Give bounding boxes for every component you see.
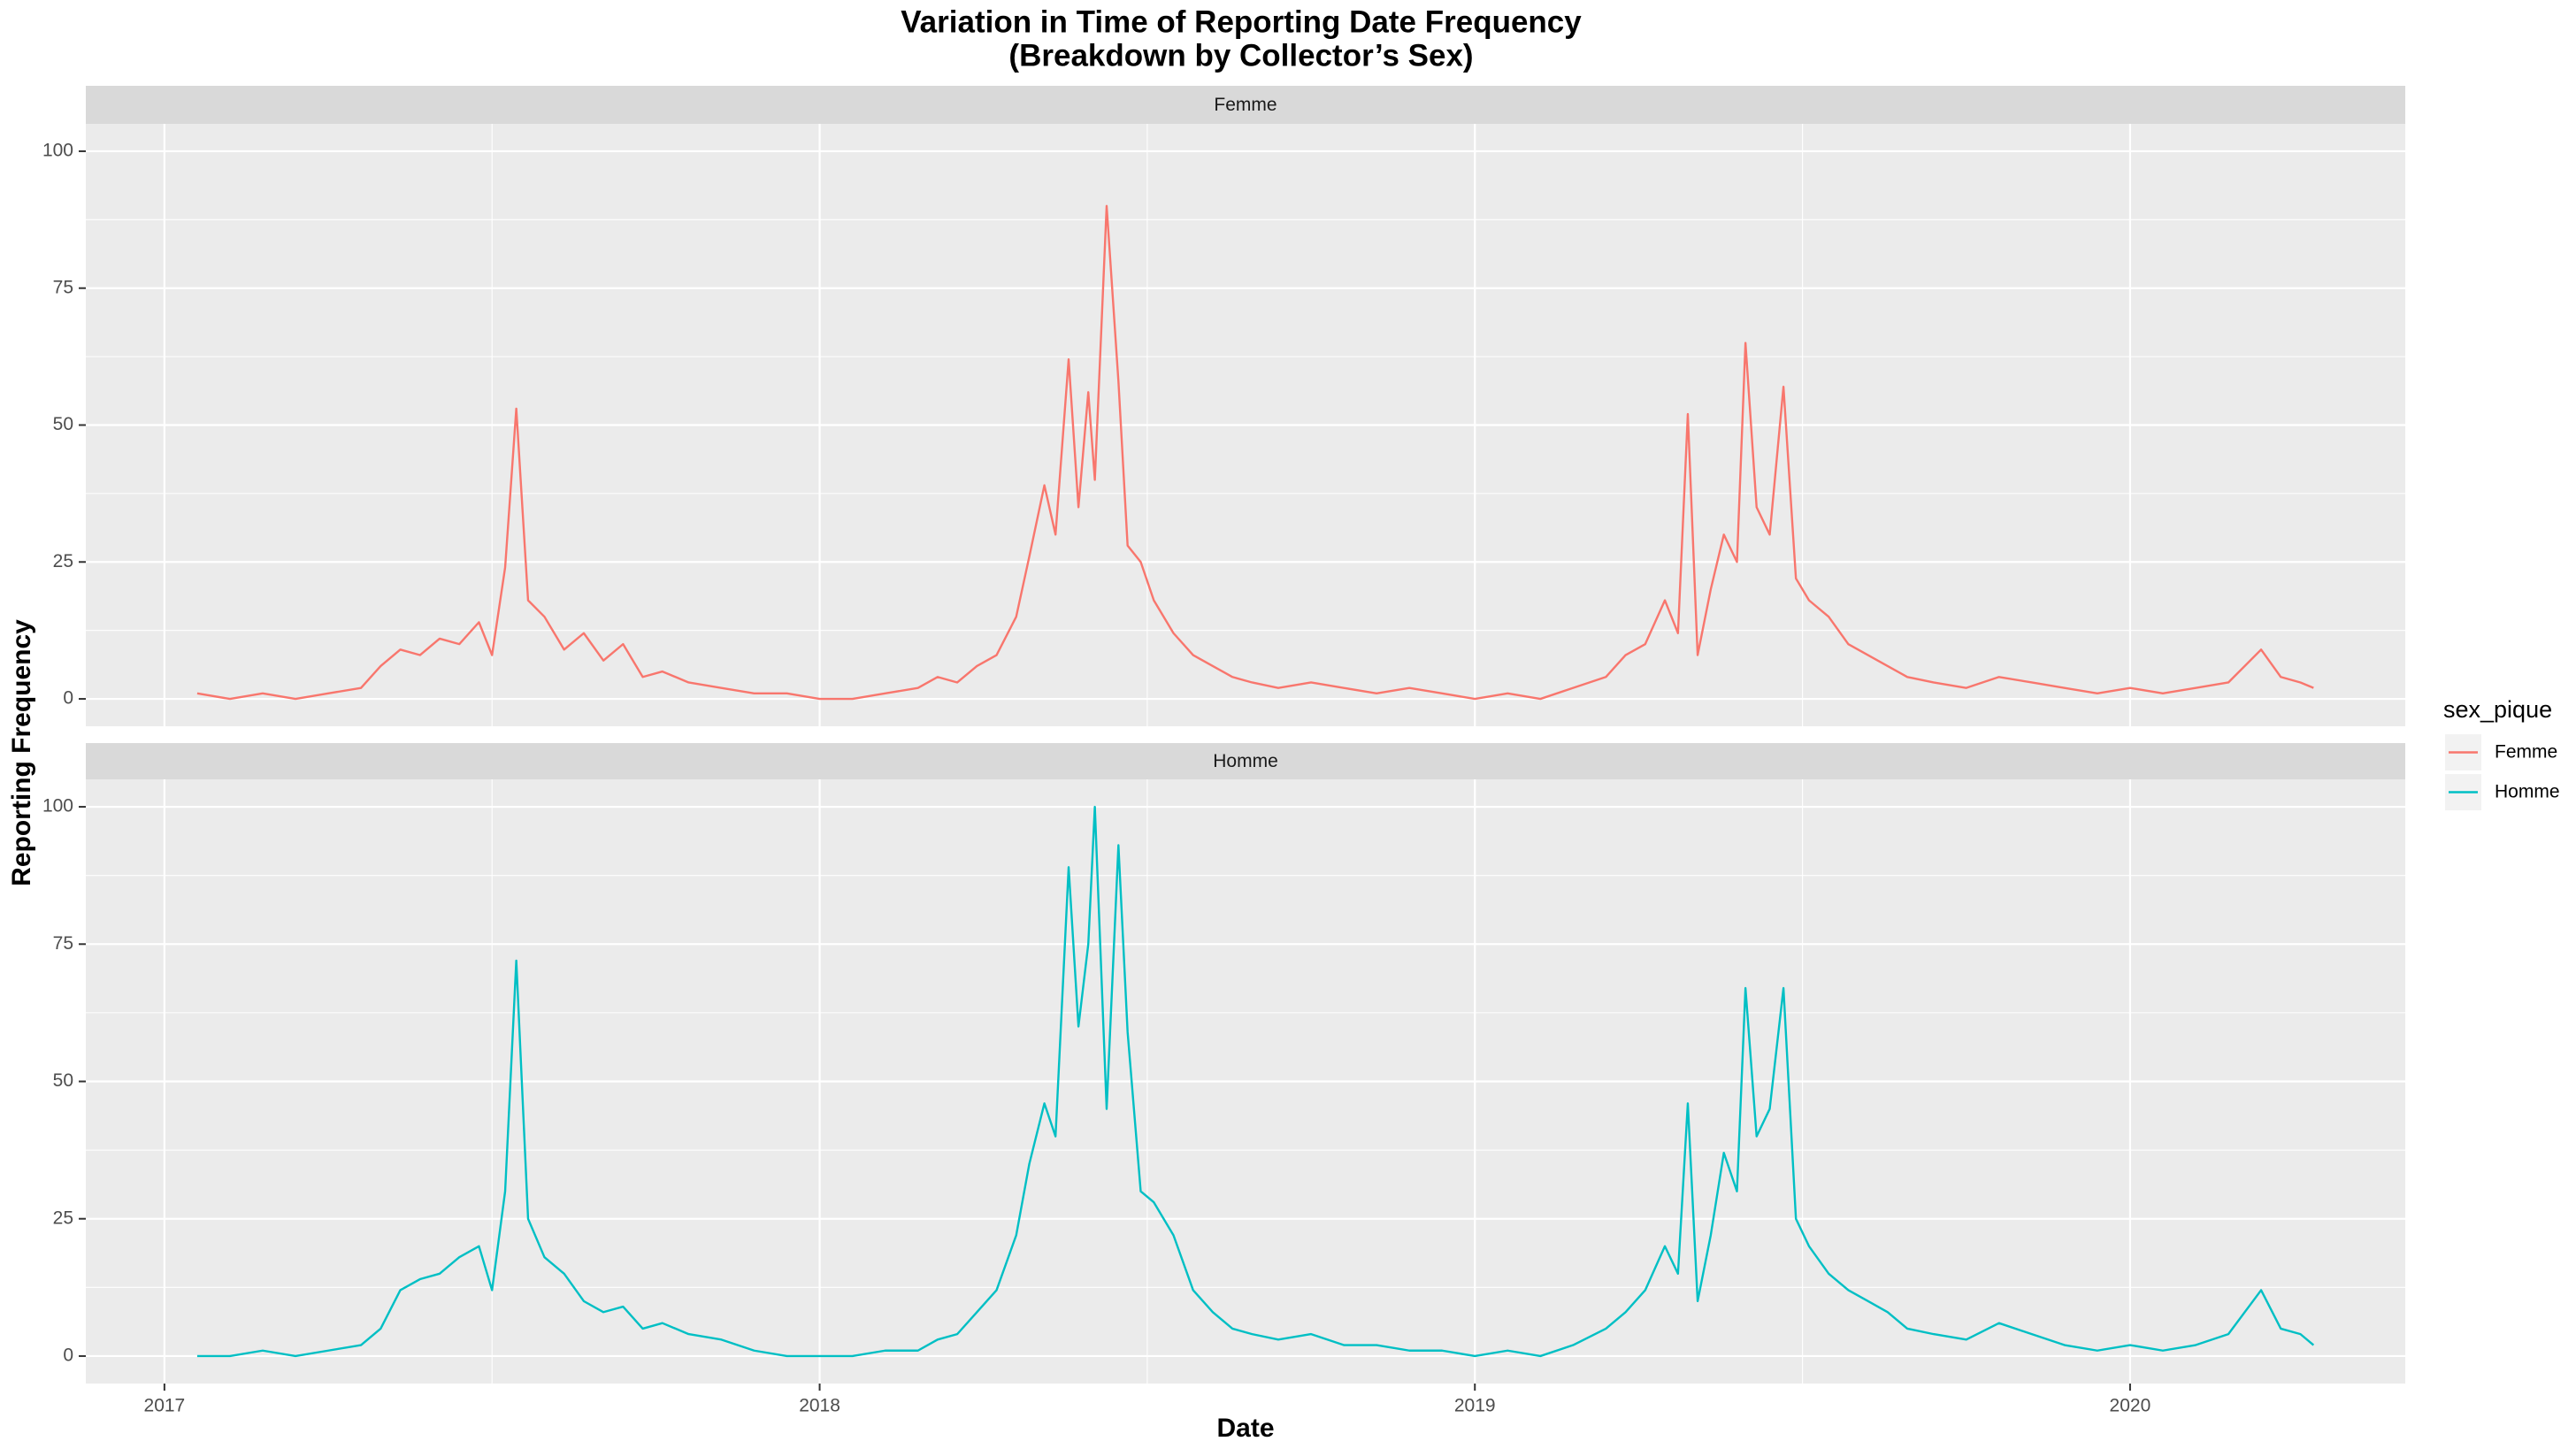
series-line bbox=[196, 204, 2314, 701]
strip-label: Femme bbox=[1214, 95, 1276, 115]
strip bbox=[86, 86, 2405, 124]
y-tick-label: 75 bbox=[53, 277, 73, 297]
series-line bbox=[196, 805, 2315, 1358]
y-tick-label: 0 bbox=[63, 1346, 73, 1366]
strip bbox=[86, 743, 2405, 779]
y-axis-title: Reporting Frequency bbox=[7, 619, 36, 886]
y-tick-label: 50 bbox=[53, 1070, 73, 1091]
chart-subtitle: (Breakdown by Collector’s Sex) bbox=[1008, 38, 1473, 73]
legend-title: sex_pique bbox=[2443, 696, 2552, 723]
x-axis-title: Date bbox=[1216, 1414, 1274, 1443]
x-tick-label: 2017 bbox=[144, 1396, 186, 1416]
y-tick-label: 100 bbox=[42, 141, 73, 161]
y-tick-label: 25 bbox=[53, 1208, 73, 1228]
y-tick-label: 75 bbox=[53, 933, 73, 954]
x-tick-label: 2019 bbox=[1454, 1396, 1496, 1416]
legend-label: Femme bbox=[2495, 742, 2557, 763]
y-tick-label: 50 bbox=[53, 414, 73, 434]
y-tick-label: 25 bbox=[53, 551, 73, 571]
legend-label: Homme bbox=[2495, 782, 2560, 802]
x-tick-label: 2020 bbox=[2110, 1396, 2151, 1416]
strip-label: Homme bbox=[1213, 751, 1278, 771]
chart-title: Variation in Time of Reporting Date Freq… bbox=[901, 4, 1582, 39]
y-tick-label: 0 bbox=[63, 688, 73, 709]
x-tick-label: 2018 bbox=[799, 1396, 840, 1416]
y-tick-label: 100 bbox=[42, 796, 73, 816]
